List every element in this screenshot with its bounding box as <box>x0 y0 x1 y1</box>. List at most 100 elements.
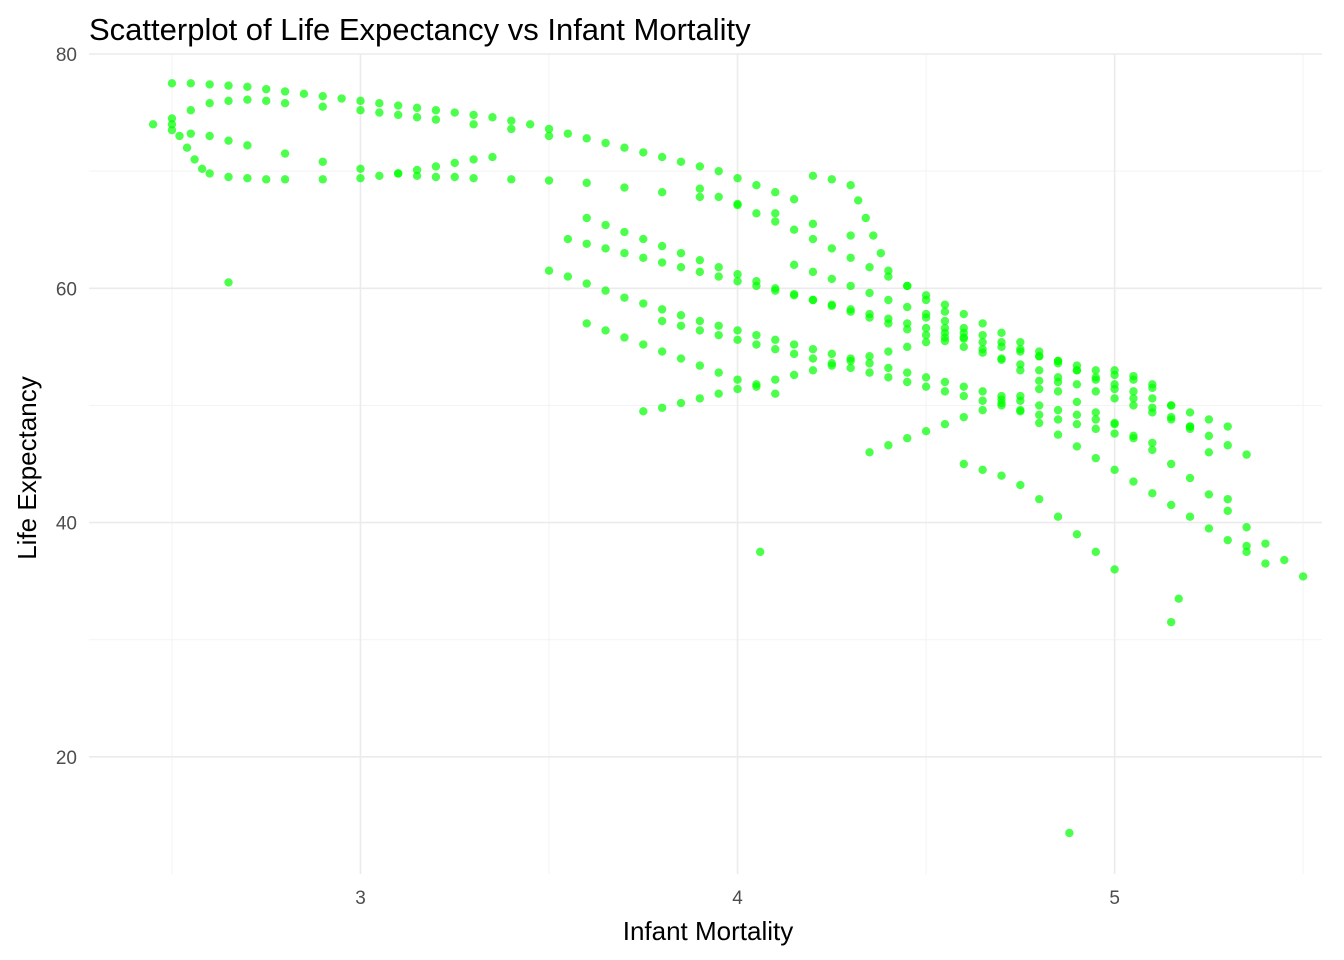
data-point <box>1261 539 1270 548</box>
data-point <box>789 260 799 270</box>
data-point <box>1223 441 1232 450</box>
data-point <box>393 101 403 110</box>
data-point <box>771 217 780 226</box>
data-point <box>1091 415 1100 424</box>
data-point <box>1204 431 1214 441</box>
data-point <box>318 102 327 111</box>
data-point <box>1223 422 1232 431</box>
data-point <box>1035 494 1044 504</box>
data-point <box>1053 377 1063 387</box>
data-point <box>224 96 233 106</box>
data-point <box>182 143 192 152</box>
data-point <box>299 89 309 99</box>
data-point <box>175 131 184 141</box>
data-point <box>1091 547 1100 557</box>
data-point <box>582 239 591 248</box>
data-point <box>865 368 874 377</box>
data-point <box>903 302 912 312</box>
data-point <box>808 267 818 277</box>
data-point <box>620 248 629 258</box>
x-tick-label: 3 <box>355 888 366 909</box>
data-point <box>808 219 818 229</box>
data-point <box>657 188 667 197</box>
data-point <box>884 272 893 281</box>
data-point <box>620 143 629 152</box>
data-point <box>1035 401 1044 410</box>
data-point <box>148 120 158 129</box>
data-point <box>337 94 346 103</box>
data-point <box>356 164 365 173</box>
data-point <box>978 337 987 347</box>
data-point <box>1053 387 1063 396</box>
data-point <box>280 175 290 184</box>
data-point <box>676 354 686 363</box>
y-tick-label: 60 <box>56 279 77 300</box>
data-point <box>1204 415 1214 424</box>
data-point <box>959 328 968 337</box>
data-point <box>1072 530 1082 539</box>
data-point <box>921 330 931 340</box>
data-point <box>808 171 818 181</box>
data-point <box>393 169 403 178</box>
data-point <box>771 375 780 384</box>
x-tick-label: 4 <box>732 888 743 909</box>
data-point <box>876 248 886 258</box>
data-point <box>280 87 290 96</box>
data-point <box>620 293 629 302</box>
data-point <box>582 279 591 288</box>
grid <box>89 53 1322 874</box>
data-point <box>657 347 667 356</box>
data-point <box>1261 559 1270 568</box>
data-point <box>488 152 497 162</box>
data-point <box>865 263 874 272</box>
data-point <box>657 316 667 326</box>
data-point <box>903 342 912 352</box>
data-point <box>620 183 629 192</box>
data-point <box>903 377 912 387</box>
data-point <box>1016 391 1025 401</box>
data-point <box>1053 359 1063 368</box>
data-point <box>1035 384 1044 394</box>
data-point <box>205 99 214 108</box>
data-point <box>431 162 441 171</box>
data-point <box>1072 410 1082 419</box>
data-point <box>205 80 214 89</box>
data-point <box>771 335 780 345</box>
x-tick-label: 5 <box>1109 888 1120 909</box>
data-point <box>714 321 723 330</box>
data-point <box>789 370 799 380</box>
data-point <box>884 373 893 382</box>
data-point <box>676 157 686 166</box>
data-point <box>243 82 252 92</box>
data-point <box>884 295 893 305</box>
data-point <box>959 459 968 469</box>
data-point <box>846 181 855 190</box>
data-point <box>224 136 233 145</box>
data-point <box>205 169 214 178</box>
data-point <box>695 361 705 370</box>
data-point <box>752 209 761 218</box>
data-point <box>1091 453 1100 463</box>
data-point <box>639 234 648 244</box>
data-point <box>733 200 742 210</box>
data-point <box>978 330 987 340</box>
data-point <box>808 354 818 363</box>
data-point <box>1166 500 1176 510</box>
data-point <box>1129 371 1138 381</box>
data-point <box>1148 438 1157 448</box>
data-point <box>224 172 233 182</box>
data-point <box>733 375 742 384</box>
data-point <box>525 120 535 129</box>
data-point <box>752 382 761 391</box>
data-point <box>789 340 799 349</box>
data-point <box>1091 373 1100 382</box>
data-point <box>431 106 441 115</box>
data-point <box>1053 405 1063 415</box>
data-point <box>676 248 686 258</box>
data-point <box>997 471 1006 480</box>
data-point <box>752 277 761 286</box>
data-point <box>1072 442 1082 451</box>
data-point <box>1148 383 1157 393</box>
data-point <box>921 313 931 322</box>
